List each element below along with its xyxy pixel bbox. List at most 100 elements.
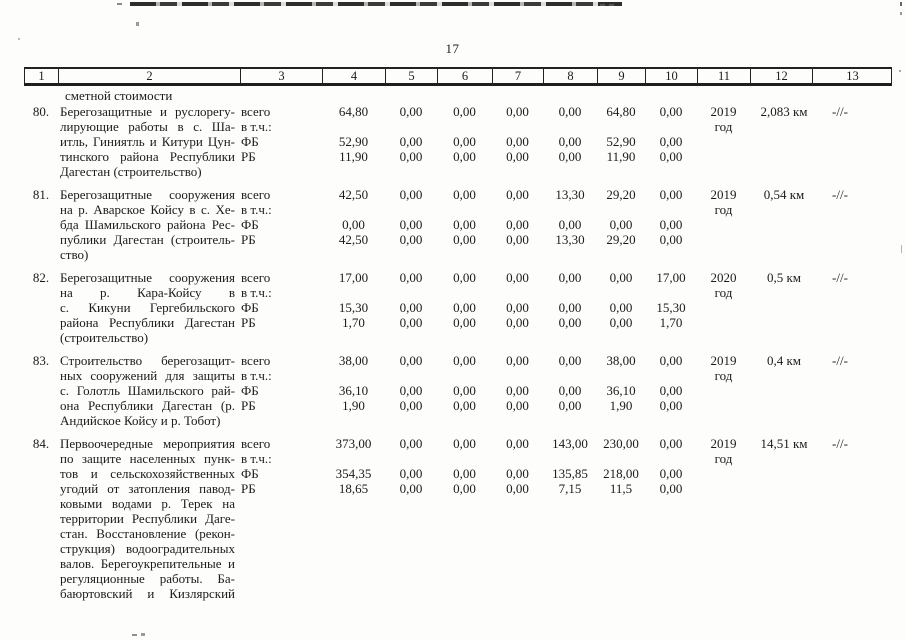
column-header: 2: [58, 69, 240, 83]
table-row: 80. Берегозащитные и руслорегу- лирующие…: [24, 104, 892, 179]
value-fb: 0,00: [506, 134, 529, 149]
value-total: 64,80: [338, 104, 369, 119]
value-fb: 0,00: [558, 134, 582, 149]
values-col7: 0,00 0,00 0,00: [492, 104, 543, 179]
value-spacer: [597, 202, 645, 217]
value-total: 0,00: [659, 104, 683, 119]
column-header: 13: [812, 69, 892, 83]
value-spacer: [322, 368, 385, 383]
column-header: 12: [750, 69, 812, 83]
column-header: 4: [322, 69, 385, 83]
value-fb: 0,00: [659, 383, 683, 398]
page-number: 17: [445, 41, 460, 56]
value-fb: 0,00: [453, 466, 476, 481]
description-line: Дагестан (строительство): [60, 164, 202, 179]
value-spacer: [322, 202, 385, 217]
values-col4: 17,00 15,30 1,70: [322, 270, 385, 345]
values-col6: 0,00 0,00 0,00: [437, 187, 492, 262]
value-rb: 0,00: [659, 232, 683, 247]
values-col10: 17,00 15,30 1,70: [645, 270, 697, 345]
value-total: 230,00: [603, 436, 639, 451]
ditto-mark: -//-: [832, 353, 848, 368]
values-col10: 0,00 0,00 0,00: [645, 104, 697, 179]
table-row: 83. Строительство берегозащит- ных соору…: [24, 353, 892, 428]
value-total: 0,00: [453, 270, 476, 285]
value-rb: 0,00: [399, 149, 423, 164]
description-line: Первоочередные мероприятия: [60, 436, 235, 451]
funding-label: ФБ: [241, 217, 259, 232]
value-rb: 0,00: [659, 149, 683, 164]
value-fb: 0,00: [609, 217, 633, 232]
values-col5: 0,00 0,00 0,00: [385, 104, 437, 179]
value-rb: 1,70: [659, 315, 683, 330]
values-col6: 0,00 0,00 0,00: [437, 104, 492, 179]
value-spacer: [645, 368, 697, 383]
value-spacer: [385, 451, 437, 466]
value-total: 0,00: [506, 353, 529, 368]
note-cell: -//-: [812, 436, 892, 601]
values-col5: 0,00 0,00 0,00: [385, 187, 437, 262]
value-spacer: [437, 451, 492, 466]
description-line: итль, Гиниятль и Китури Цун-: [60, 134, 235, 149]
column-header: 9: [597, 69, 645, 83]
value-fb: 0,00: [453, 217, 476, 232]
column-header: 10: [645, 69, 697, 83]
values-col9: 0,00 0,00 0,00: [597, 270, 645, 345]
ditto-mark: -//-: [832, 104, 848, 119]
value-spacer: [543, 202, 597, 217]
values-col7: 0,00 0,00 0,00: [492, 270, 543, 345]
scan-speck: [117, 3, 122, 5]
year-word: год: [714, 451, 733, 466]
value-rb: 0,00: [453, 149, 476, 164]
value-spacer: [492, 368, 543, 383]
value-fb: 0,00: [558, 217, 582, 232]
scan-speck: [901, 245, 902, 253]
value-rb: 0,00: [506, 149, 529, 164]
capacity-length: 0,5 км: [750, 270, 812, 345]
description-line: публики Дагестан (строитель-: [60, 232, 235, 247]
funding-label: ФБ: [241, 300, 259, 315]
value-total: 0,00: [506, 104, 529, 119]
values-col10: 0,00 0,00 0,00: [645, 187, 697, 262]
value-fb: 0,00: [453, 383, 476, 398]
description-line: Андийское Койсу и р. Тобот): [60, 413, 221, 428]
funding-source-labels: всего в т.ч.: ФБ РБ: [240, 104, 322, 179]
note-cell: -//-: [812, 187, 892, 262]
commissioning-year: 2019 год: [697, 104, 750, 179]
funding-label: всего: [241, 187, 271, 202]
value-spacer: [597, 368, 645, 383]
value-fb: 0,00: [506, 466, 529, 481]
value-total: 0,00: [453, 104, 476, 119]
values-col4: 42,50 0,00 42,50: [322, 187, 385, 262]
value-total: 64,80: [606, 104, 636, 119]
project-description: Первоочередные мероприятия по защите нас…: [58, 436, 240, 601]
value-spacer: [385, 368, 437, 383]
description-line: струкция) водооградительных: [60, 541, 235, 556]
values-col6: 0,00 0,00 0,00: [437, 353, 492, 428]
value-fb: 0,00: [399, 217, 423, 232]
year-value: 2019: [710, 353, 737, 368]
row-number: 81.: [32, 187, 50, 202]
value-rb: 0,00: [506, 481, 529, 496]
column-header: 3: [240, 69, 322, 83]
value-total: 0,00: [506, 270, 529, 285]
value-total: 0,00: [399, 270, 423, 285]
length-value: 0,4 км: [766, 353, 802, 368]
table-body: 80. Берегозащитные и руслорегу- лирующие…: [24, 104, 892, 609]
value-total: 38,00: [338, 353, 369, 368]
description-line: стан. Восстановление (рекон-: [60, 526, 235, 541]
value-total: 0,00: [659, 187, 683, 202]
funding-label: в т.ч.:: [241, 119, 272, 134]
column-header: 5: [385, 69, 437, 83]
capacity-length: 0,54 км: [750, 187, 812, 262]
description-line: Берегозащитные и руслорегу-: [60, 104, 235, 119]
description-line: на р. Аварское Койсу в с. Хе-: [60, 202, 235, 217]
capacity-length: 14,51 км: [750, 436, 812, 601]
value-fb: 0,00: [399, 134, 423, 149]
values-col8: 0,00 0,00 0,00: [543, 353, 597, 428]
year-value: 2020: [710, 270, 737, 285]
value-rb: 0,00: [506, 398, 529, 413]
length-value: 14,51 км: [760, 436, 808, 451]
value-rb: 7,15: [558, 481, 582, 496]
description-line: Берегозащитные сооружения: [60, 270, 235, 285]
